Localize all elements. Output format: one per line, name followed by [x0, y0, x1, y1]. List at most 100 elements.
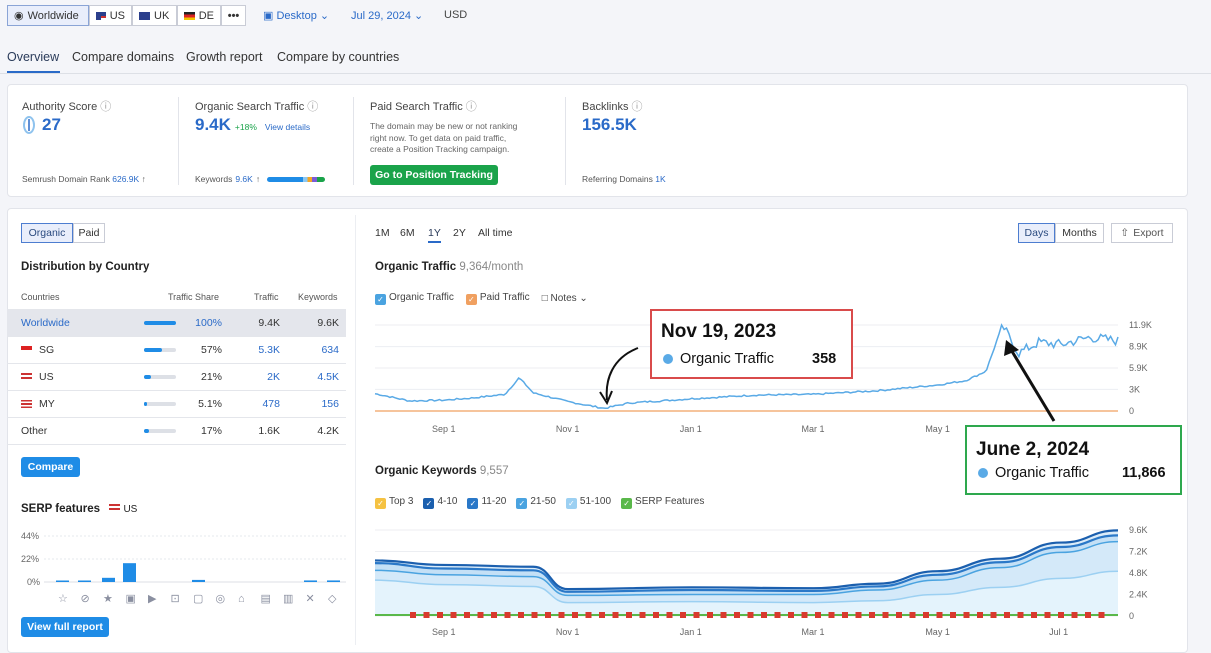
keywords-line-51-100 — [374, 570, 1119, 604]
uk-flag-icon — [139, 11, 150, 20]
period-2y[interactable]: 2Y — [453, 227, 466, 239]
legend-organic-traffic[interactable]: ✓ Organic Traffic — [375, 292, 454, 305]
update-marker — [558, 612, 565, 618]
serp-feature-icon: ▢ — [193, 593, 203, 605]
us-button[interactable]: US — [89, 5, 132, 26]
divider — [565, 97, 566, 185]
country-row[interactable]: MY 5.1% 478 156 — [7, 390, 346, 417]
keywords-value[interactable]: 9.6K — [317, 317, 339, 329]
legend-item[interactable]: ✓ 51-100 — [565, 496, 611, 509]
uk-button[interactable]: UK — [132, 5, 177, 26]
info-icon[interactable]: ⓘ — [100, 101, 112, 113]
update-marker — [734, 612, 740, 618]
country-row[interactable]: SG 57% 5.3K 634 — [7, 336, 346, 363]
serp-feature-bar — [192, 579, 205, 582]
traffic-value[interactable]: 9.4K — [258, 317, 280, 329]
info-icon[interactable]: ⓘ — [465, 101, 477, 113]
view-details-link[interactable]: View details — [264, 122, 311, 132]
update-marker — [639, 612, 646, 618]
traffic-share: 17% — [200, 425, 222, 437]
traffic-value[interactable]: 2K — [267, 371, 280, 383]
notes-dropdown[interactable]: □ Notes ⌄ — [541, 293, 588, 304]
update-marker — [1004, 612, 1010, 618]
update-marker — [1098, 612, 1105, 618]
go-to-position-tracking-button[interactable]: Go to Position Tracking — [370, 165, 498, 185]
x-tick-label: Sep 1 — [432, 424, 456, 434]
serp-feature-icon: ◎ — [216, 593, 226, 605]
paid-toggle[interactable]: Paid — [73, 223, 105, 243]
update-marker — [774, 612, 781, 618]
legend-item[interactable]: ✓ 4-10 — [423, 496, 457, 509]
col-traffic-share: Traffic Share — [168, 292, 220, 302]
more-countries-button[interactable]: ••• — [221, 5, 246, 26]
x-tick-label: Jan 1 — [680, 424, 702, 434]
y-tick-label: 7.2K — [1129, 547, 1148, 557]
metrics-card: Authority Score ⓘ 27 Semrush Domain Rank… — [7, 84, 1188, 197]
traffic-value[interactable]: 1.6K — [258, 425, 280, 437]
country-row[interactable]: Worldwide 100% 9.4K 9.6K — [7, 309, 346, 336]
tab-overview[interactable]: Overview — [7, 50, 60, 64]
serp-feature-icon: ▥ — [283, 593, 293, 605]
organic-traffic-chart-title: Organic Traffic 9,364/month — [375, 261, 524, 273]
tab-compare-by-countries[interactable]: Compare by countries — [277, 50, 400, 64]
months-toggle[interactable]: Months — [1055, 223, 1104, 243]
legend-item[interactable]: ✓ SERP Features — [621, 496, 704, 509]
keywords-value[interactable]: 156 — [321, 398, 339, 410]
traffic-share: 5.1% — [198, 398, 222, 410]
legend-item[interactable]: ✓ 21-50 — [516, 496, 556, 509]
paid-traffic-label: Paid Search Traffic ⓘ — [370, 101, 477, 113]
device-select[interactable]: ▣ Desktop ⌄ — [263, 10, 330, 22]
y-tick-label: 2.4K — [1129, 590, 1148, 600]
keywords-value[interactable]: 4.2K — [317, 425, 339, 437]
update-marker — [950, 612, 956, 618]
date-select[interactable]: Jul 29, 2024 ⌄ — [351, 10, 424, 22]
keywords-value[interactable]: 634 — [321, 344, 339, 356]
divider — [178, 97, 179, 185]
update-marker — [680, 612, 686, 618]
globe-icon: ◉ — [14, 10, 24, 22]
de-button[interactable]: DE — [177, 5, 221, 26]
col-keywords: Keywords — [298, 292, 338, 302]
serp-feature-icon: ◇ — [328, 593, 337, 605]
legend-paid-traffic[interactable]: ✓ Paid Traffic — [465, 292, 530, 305]
export-button[interactable]: ⇧ Export — [1111, 223, 1173, 243]
tab-growth-report[interactable]: Growth report — [186, 50, 263, 64]
country-name: MY — [39, 398, 55, 410]
legend-item[interactable]: ✓ 11-20 — [467, 496, 506, 509]
serp-feature-icon: ⌂ — [238, 593, 245, 605]
update-marker — [545, 612, 551, 618]
info-icon[interactable]: ⓘ — [307, 101, 319, 113]
traffic-value[interactable]: 5.3K — [258, 344, 280, 356]
period-6m[interactable]: 6M — [400, 227, 415, 239]
traffic-value[interactable]: 478 — [262, 398, 280, 410]
callout-series: Organic Traffic — [978, 465, 1089, 481]
serp-feature-icon: ★ — [103, 593, 113, 605]
update-marker — [626, 612, 632, 618]
organic-toggle[interactable]: Organic — [21, 223, 73, 243]
my-flag-icon — [21, 400, 32, 408]
view-full-report-button[interactable]: View full report — [21, 617, 109, 637]
serp-tick-44: 44% — [21, 531, 39, 541]
period-1m[interactable]: 1M — [375, 227, 390, 239]
keywords-value[interactable]: 4.5K — [317, 371, 339, 383]
keywords-distribution-bar — [267, 176, 326, 182]
days-toggle[interactable]: Days — [1018, 223, 1055, 243]
country-row[interactable]: Other 17% 1.6K 4.2K — [7, 417, 346, 444]
tab-compare-domains[interactable]: Compare domains — [72, 50, 175, 64]
compare-button[interactable]: Compare — [21, 457, 80, 477]
organic-traffic-value: 9.4K +18% View details — [195, 115, 311, 134]
worldwide-button[interactable]: ◉ Worldwide — [7, 5, 89, 26]
update-marker — [936, 612, 943, 618]
x-tick-label: Sep 1 — [432, 627, 456, 637]
top-toolbar: ◉ Worldwide US UK DE ••• ▣ Desktop ⌄ Jul… — [0, 0, 1211, 34]
update-marker — [1071, 612, 1078, 618]
legend-item[interactable]: ✓ Top 3 — [375, 496, 413, 509]
currency-label: USD — [444, 9, 468, 21]
country-row[interactable]: US 21% 2K 4.5K — [7, 363, 346, 390]
table-bottom-border — [7, 444, 346, 445]
update-marker — [693, 612, 700, 618]
update-marker — [842, 612, 848, 618]
period-all-time[interactable]: All time — [478, 227, 513, 239]
info-icon[interactable]: ⓘ — [631, 101, 643, 113]
period-1y[interactable]: 1Y — [428, 227, 441, 239]
